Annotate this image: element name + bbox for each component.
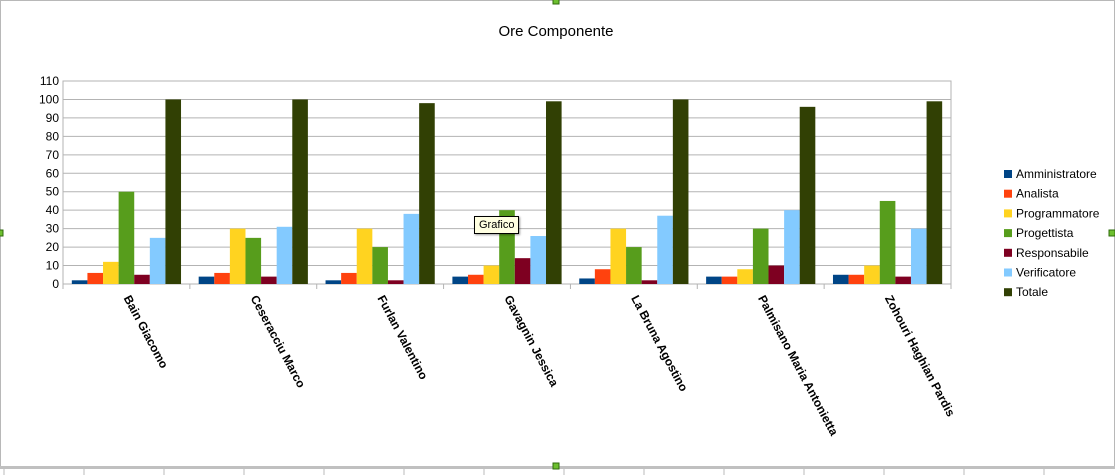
legend-swatch [1004,189,1012,198]
bar [641,280,658,284]
legend-swatch [1004,229,1012,238]
y-tick-label: 70 [46,148,60,162]
legend-swatch [1004,288,1012,297]
legend-label: Verificatore [1016,266,1076,280]
bar [926,101,943,284]
bar [356,228,373,284]
x-tick-label: Zohouri Haghian Pardis [882,293,958,419]
x-tick-label: Palmisano Maria Antonietta [755,293,841,438]
x-tick-label: Furlan Valentino [374,293,430,382]
bar [530,236,546,284]
bar [737,269,753,284]
bar [514,258,531,284]
legend-label: Amministratore [1016,167,1097,181]
bar [276,226,293,284]
bar [657,215,673,284]
y-tick-label: 90 [46,111,60,125]
bar [468,274,484,284]
legend-swatch [1004,170,1012,178]
bar [118,191,135,284]
chart-title: Ore Componente [498,23,613,40]
bar [610,228,627,284]
y-tick-label: 80 [46,129,60,143]
bar [672,99,689,284]
bar [594,269,611,284]
legend-label: Analista [1016,187,1059,201]
bar [784,210,800,284]
bar [546,101,562,284]
bar [341,272,357,284]
y-tick-label: 100 [39,92,59,106]
resize-handle-icon [552,0,560,5]
bar [149,237,166,284]
bar [721,276,738,284]
bar [372,247,388,284]
x-tick-label: Bain Giacomo [121,293,171,371]
bar [848,274,865,284]
bar [626,247,642,284]
bar [261,276,277,284]
bar [198,276,215,284]
bar [832,274,849,284]
legend-swatch [1004,268,1012,277]
chart-tooltip: Grafico [474,216,520,234]
resize-handle-icon [1108,229,1115,237]
y-tick-label: 20 [46,240,60,254]
bar [87,272,104,284]
legend-label: Responsabile [1016,246,1089,260]
bar [71,280,88,284]
bar [134,274,150,284]
legend-label: Programmatore [1016,206,1100,220]
legend-label: Progettista [1016,226,1074,240]
bar [895,276,911,284]
bar [292,99,308,284]
bar [879,200,896,284]
x-tick-label: Ceseracciu Marco [248,293,309,390]
y-tick-label: 30 [46,222,60,236]
bar [706,276,722,284]
y-tick-label: 60 [46,166,60,180]
bar [229,228,246,284]
bar [325,280,342,284]
bar [864,265,880,284]
bar [403,213,420,284]
bar [419,103,435,285]
bar [483,265,500,284]
legend-label: Totale [1016,285,1048,299]
y-tick-label: 10 [46,259,60,273]
bar [768,265,785,284]
bar [165,99,182,284]
x-tick-label: La Bruna Agostino [628,293,691,394]
x-tick-label: Gavagnin Jessica [501,293,561,389]
y-tick-label: 110 [40,74,59,88]
bar [387,280,404,284]
y-tick-label: 40 [46,203,60,217]
legend-swatch [1004,248,1012,257]
bar [752,228,769,284]
y-tick-label: 50 [46,185,60,199]
bar [214,272,230,284]
y-tick-label: 0 [52,277,59,291]
resize-handle-icon [0,229,4,237]
legend-swatch [1004,209,1012,218]
ruler-strip [0,469,1115,475]
resize-handle-icon [552,462,560,470]
bar [579,278,595,284]
bar [910,228,927,284]
bar [103,261,119,284]
bar [452,276,468,284]
bar [799,106,816,284]
bar [245,237,262,284]
